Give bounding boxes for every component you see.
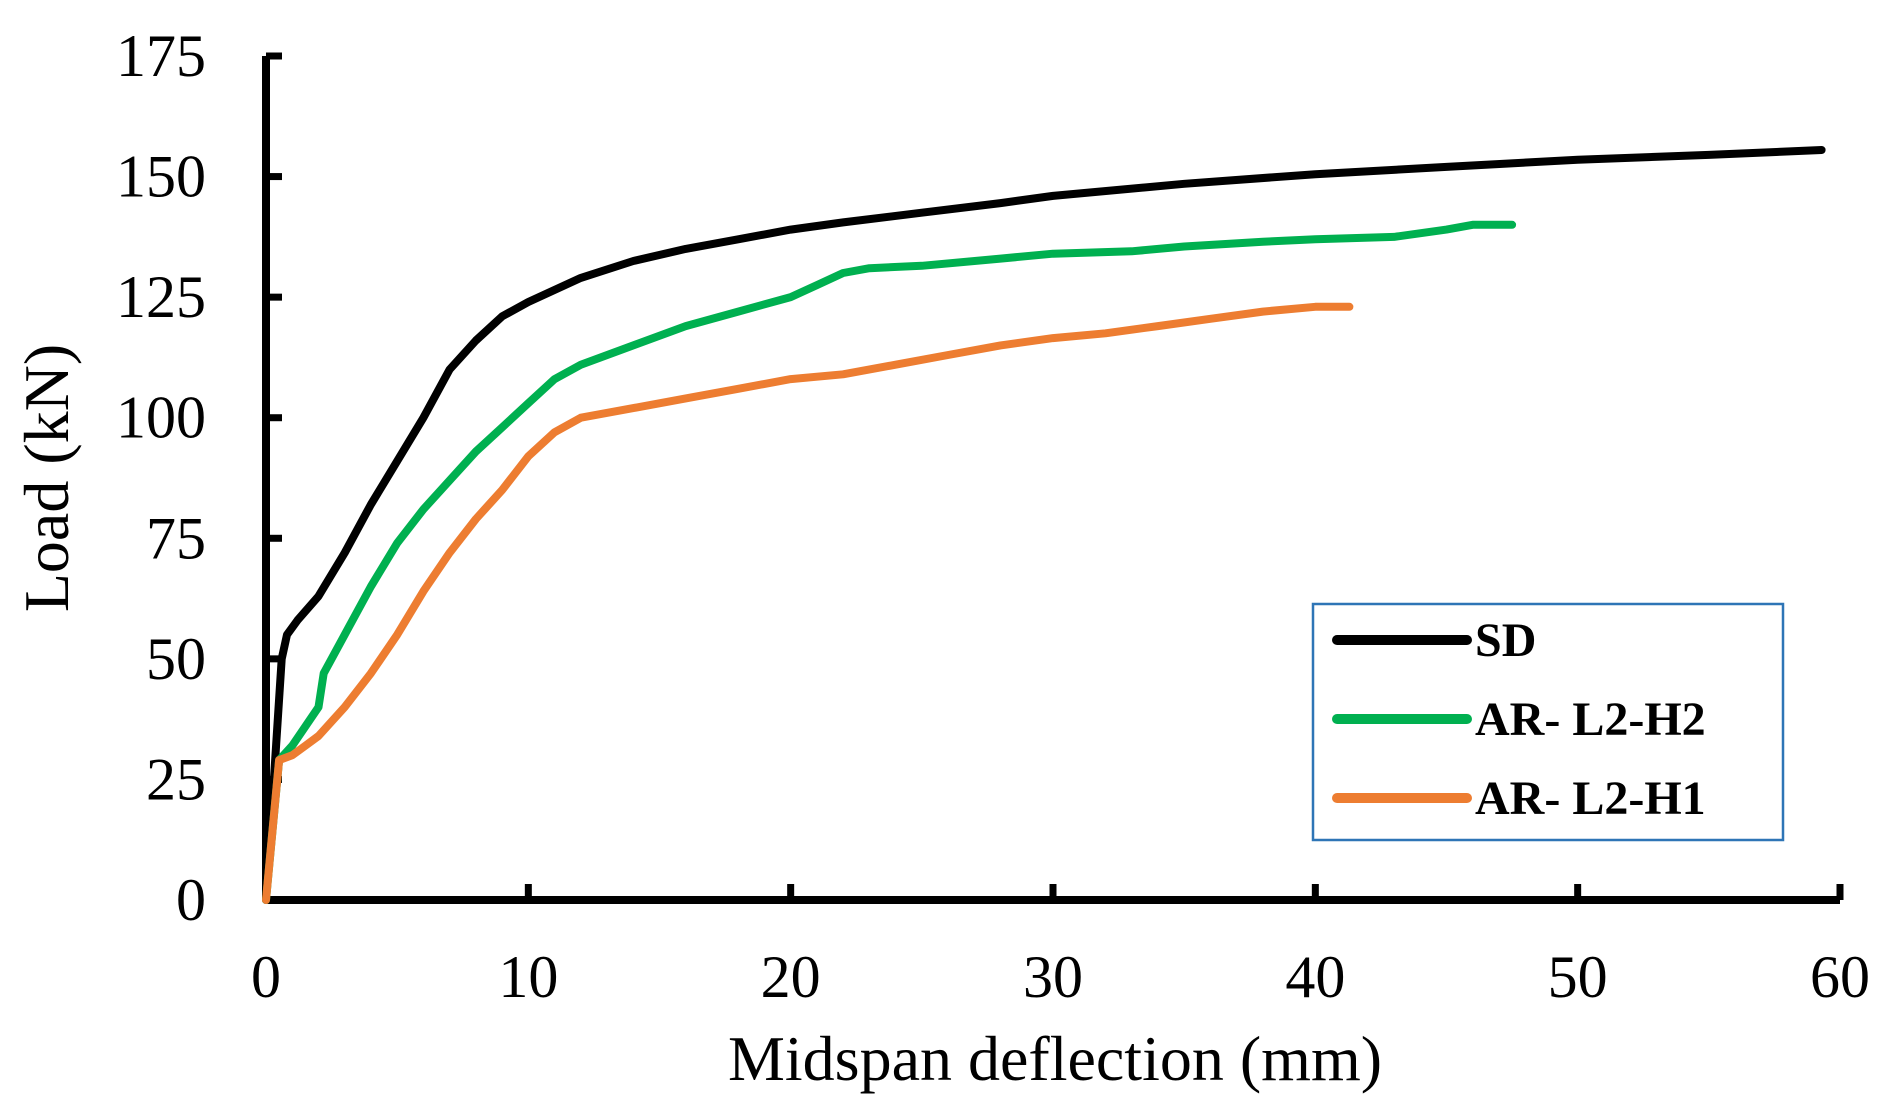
y-tick-label: 100 <box>116 385 206 451</box>
series-line-1 <box>262 146 1826 904</box>
y-tick-label: 125 <box>116 264 206 330</box>
y-tick-label: 75 <box>146 505 206 571</box>
x-tick-label: 20 <box>761 944 821 1010</box>
legend-label-1: SD <box>1475 614 1536 667</box>
x-tick-label: 60 <box>1810 944 1870 1010</box>
y-tick-label: 50 <box>146 626 206 692</box>
y-tick-label: 150 <box>116 144 206 210</box>
y-tick-label: 25 <box>146 746 206 812</box>
series-line-3 <box>262 302 1354 904</box>
y-tick-label: 175 <box>116 23 206 89</box>
legend-label-2: AR- L2-H2 <box>1475 693 1706 746</box>
y-tick-label: 0 <box>176 867 206 933</box>
x-tick-label: 30 <box>1023 944 1083 1010</box>
y-axis-title: Load (kN) <box>11 344 82 612</box>
x-tick-label: 0 <box>251 944 281 1010</box>
x-tick-label: 10 <box>498 944 558 1010</box>
series-line-2 <box>262 220 1517 904</box>
x-tick-label: 50 <box>1548 944 1608 1010</box>
x-axis-title: Midspan deflection (mm) <box>728 1023 1382 1094</box>
x-tick-label: 40 <box>1285 944 1345 1010</box>
legend-label-3: AR- L2-H1 <box>1475 772 1706 825</box>
